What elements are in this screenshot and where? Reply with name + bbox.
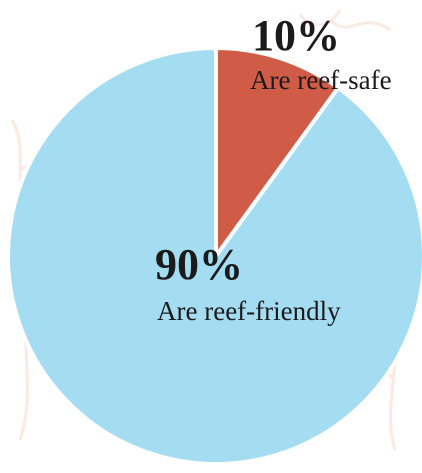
- slice-reef-friendly-description-label: Are reef-friendly: [157, 296, 341, 326]
- pie-slices: [6, 46, 422, 466]
- slice-reef-friendly-percent-label: 90%: [155, 240, 243, 289]
- slice-reef-safe-description-label: Are reef-safe: [250, 65, 392, 95]
- slice-reef-friendly: [6, 46, 422, 466]
- slice-reef-safe-percent-label: 10%: [252, 11, 340, 60]
- slice-reef-safe: [214, 46, 341, 258]
- pie-labels: 10% Are reef-safe 90% Are reef-friendly: [155, 11, 392, 326]
- background-coral-stroke-2: [298, 9, 391, 32]
